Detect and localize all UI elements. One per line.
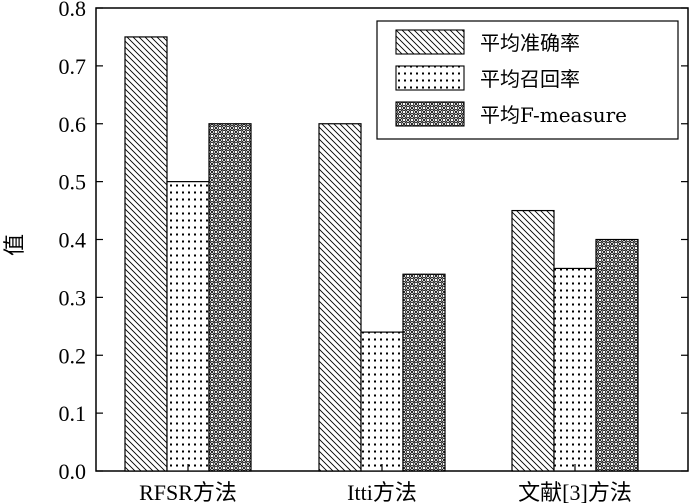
bars-group xyxy=(124,36,639,472)
bar-2-3 xyxy=(553,267,597,472)
bar-2-2 xyxy=(360,331,404,472)
legend-swatch xyxy=(395,101,465,127)
y-tick-label: 0.7 xyxy=(59,54,87,79)
bar-3-1 xyxy=(208,123,252,472)
y-tick-label: 0.4 xyxy=(59,228,87,253)
y-tick-label: 0.6 xyxy=(59,112,87,137)
y-axis-ticks: 0.0 0.1 0.2 0.3 0.4 0.5 0.6 0.7 0.8 xyxy=(59,0,688,484)
bar-3-3 xyxy=(595,238,639,472)
legend-label: 平均准确率 xyxy=(480,31,580,55)
y-axis-title: 值 xyxy=(3,234,28,256)
legend-swatch xyxy=(395,29,465,55)
x-category-label: 文献[3]方法 xyxy=(518,480,632,504)
x-category-label: Itti方法 xyxy=(347,480,417,504)
bar-3-2 xyxy=(402,273,446,472)
bar-1-2 xyxy=(318,123,362,472)
y-tick-label: 0.8 xyxy=(59,0,87,21)
x-category-label: RFSR方法 xyxy=(139,480,237,504)
y-tick-label: 0.0 xyxy=(59,459,87,484)
legend-label: 平均F-measure xyxy=(480,103,627,127)
legend-label: 平均召回率 xyxy=(480,67,580,91)
legend-swatch xyxy=(395,65,465,91)
y-tick-label: 0.3 xyxy=(59,285,87,310)
x-axis-labels: RFSR方法 Itti方法 文献[3]方法 xyxy=(139,464,632,504)
bar-2-1 xyxy=(166,181,210,472)
bar-1-3 xyxy=(511,209,555,472)
bar-1-1 xyxy=(124,36,168,472)
y-tick-label: 0.2 xyxy=(59,343,87,368)
y-tick-label: 0.5 xyxy=(59,170,87,195)
y-tick-label: 0.1 xyxy=(59,401,87,426)
